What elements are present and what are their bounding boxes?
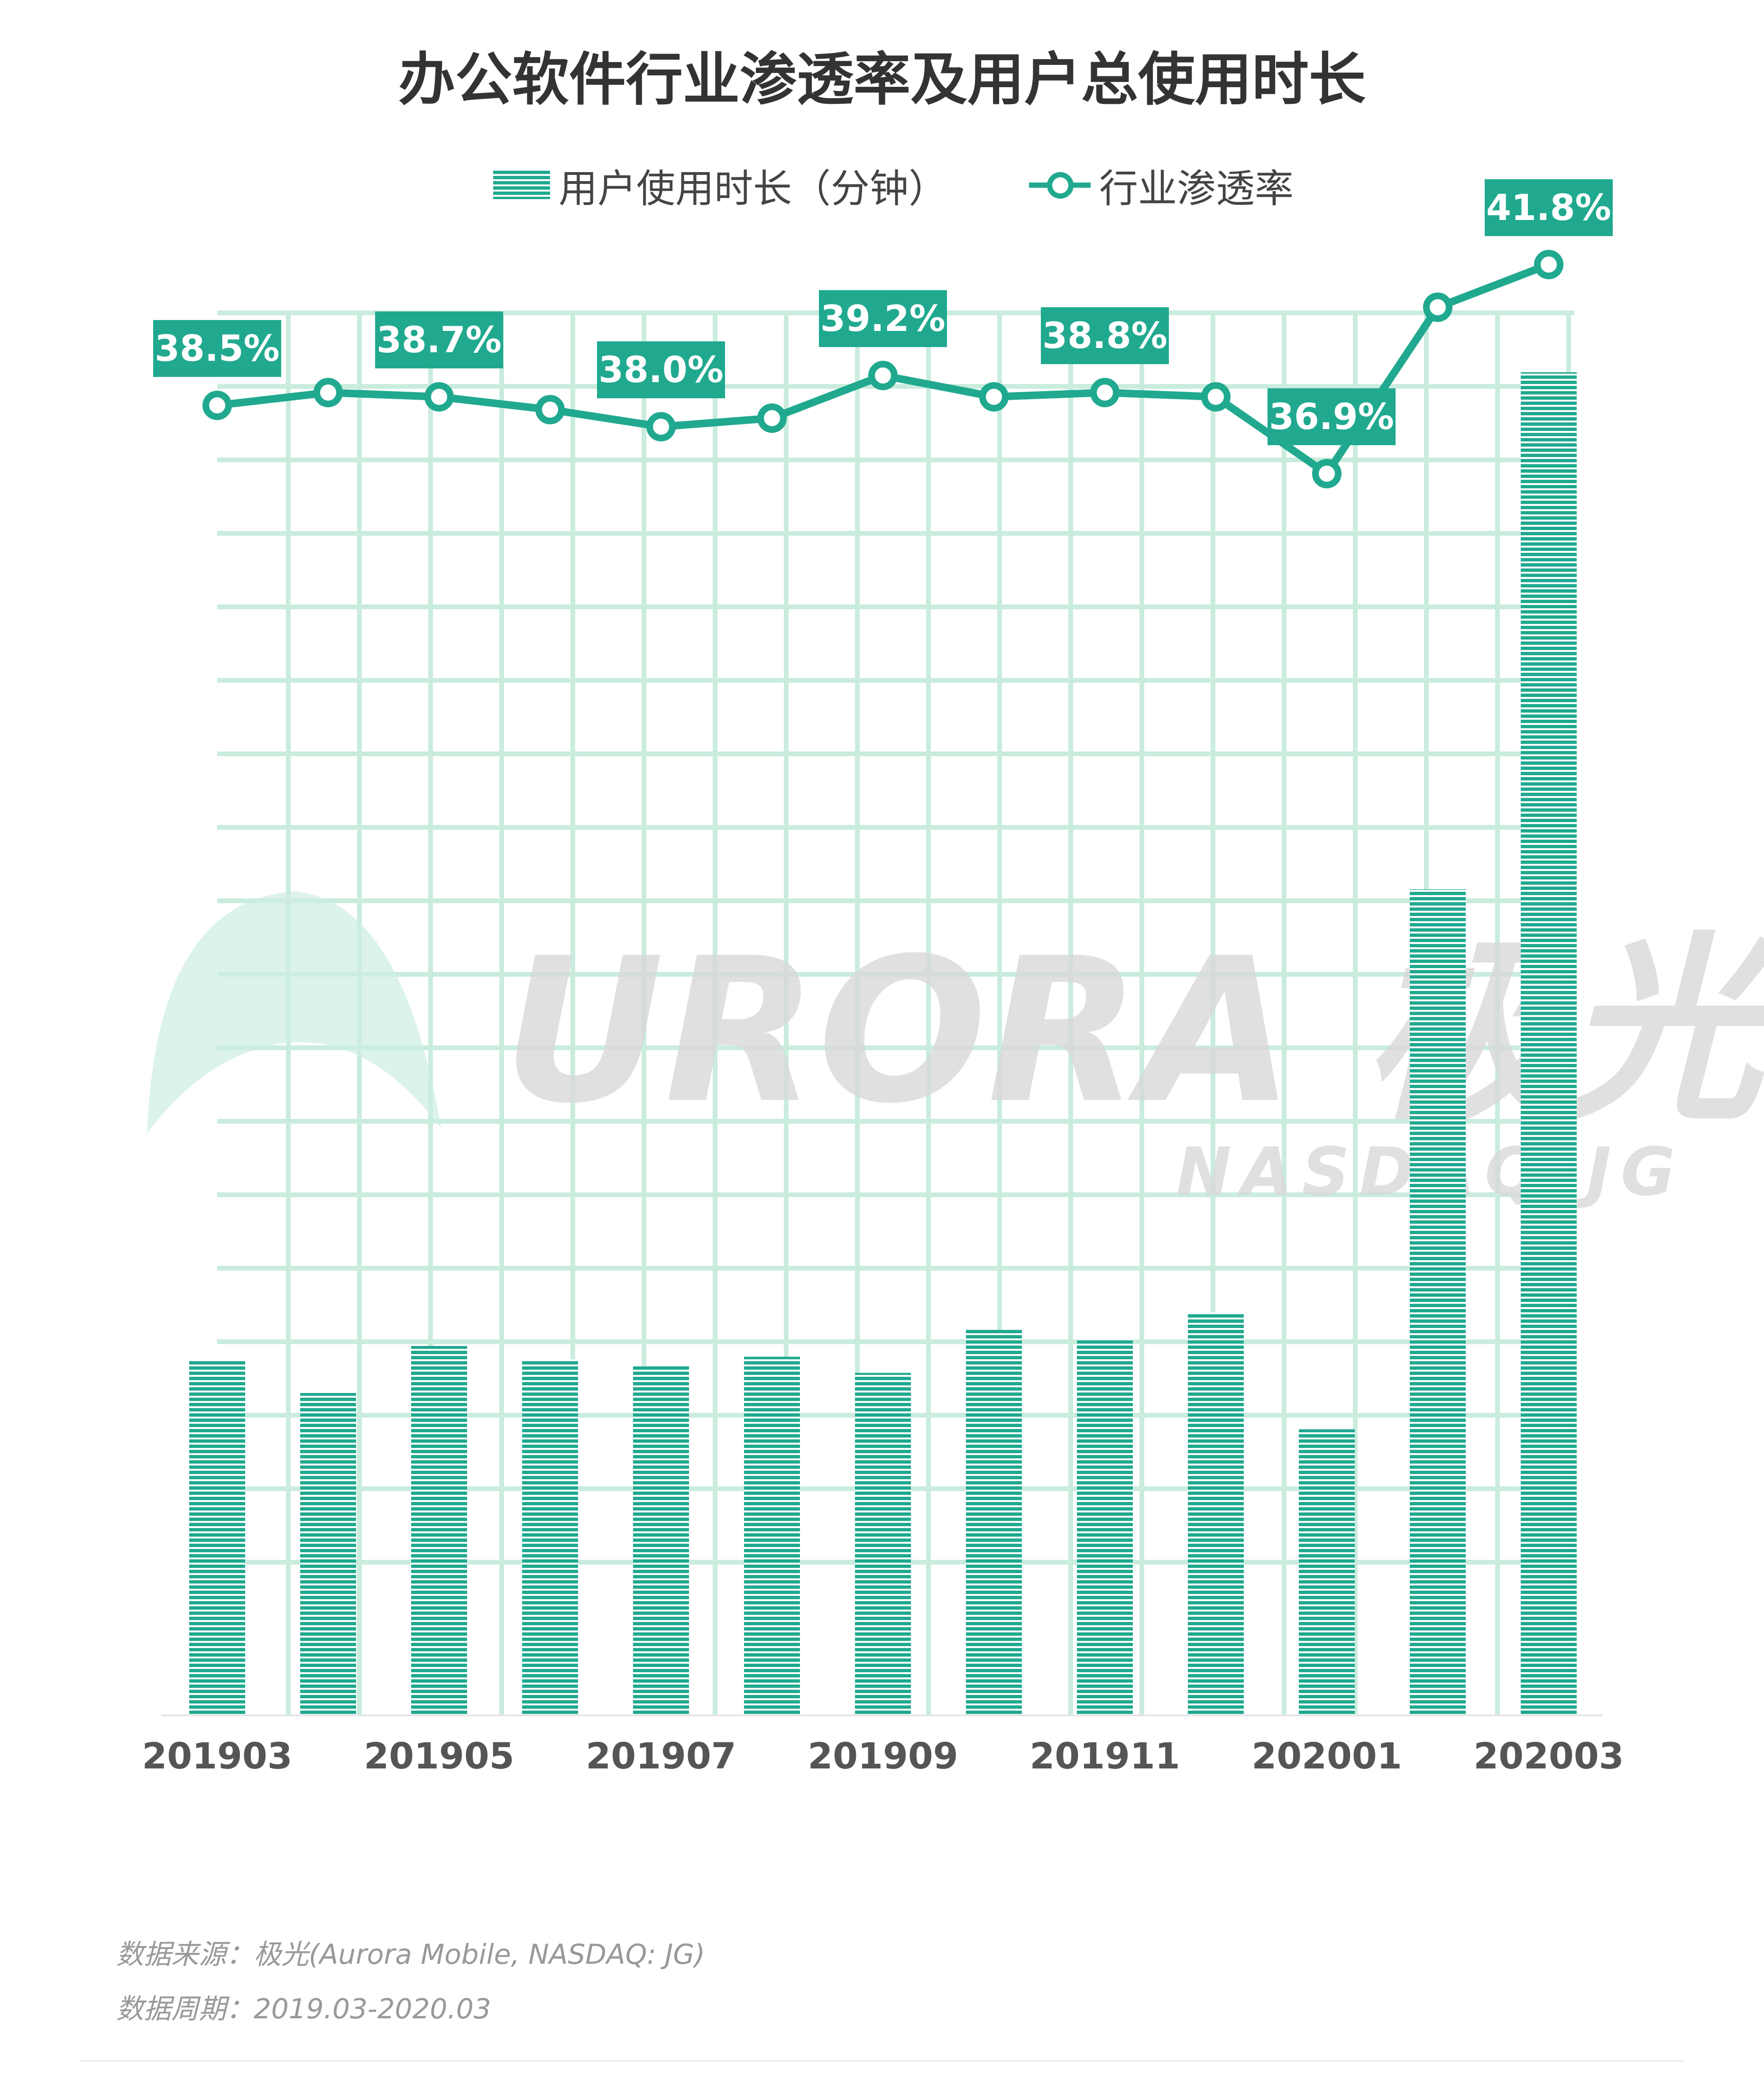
bar-202003 bbox=[1521, 372, 1577, 1715]
data-label-202001: 36.9% bbox=[1268, 388, 1396, 445]
bar-201908 bbox=[744, 1356, 800, 1715]
bar-201909 bbox=[855, 1373, 911, 1715]
data-label-201903: 38.5% bbox=[153, 320, 281, 377]
x-tick-201909: 201909 bbox=[808, 1735, 958, 1777]
x-tick-202003: 202003 bbox=[1473, 1735, 1624, 1777]
bar-201910 bbox=[966, 1329, 1022, 1715]
bar-201905 bbox=[411, 1346, 467, 1715]
line-point-201909 bbox=[868, 361, 898, 390]
x-axis-ticks: 201903 201905 201907 201909 201911 202001 2020… bbox=[142, 1735, 1624, 1777]
bar-201907 bbox=[633, 1366, 689, 1715]
data-label-text: 39.2% bbox=[820, 297, 946, 339]
line-point-202001 bbox=[1312, 459, 1341, 488]
line-point-202002 bbox=[1423, 293, 1452, 322]
legend: 用户使用时长（分钟） 行业渗透率 bbox=[0, 152, 1764, 218]
line-point-201904 bbox=[313, 378, 343, 407]
data-label-text: 38.7% bbox=[377, 319, 502, 361]
line-point-201903 bbox=[202, 391, 232, 420]
data-source-note: 数据来源：极光(Aurora Mobile, NASDAQ: JG) bbox=[116, 1938, 705, 1970]
line-point-201908 bbox=[757, 403, 787, 433]
bar-series bbox=[189, 372, 1577, 1715]
line-point-202003 bbox=[1534, 250, 1563, 279]
aurora-logo-icon bbox=[147, 891, 441, 1133]
bar-201903 bbox=[189, 1359, 245, 1715]
data-label-201911: 38.8% bbox=[1041, 307, 1169, 364]
chart-title: 办公软件行业渗透率及用户总使用时长 bbox=[398, 47, 1366, 113]
x-tick-201907: 201907 bbox=[586, 1735, 736, 1777]
line-point-201907 bbox=[646, 412, 676, 441]
line-point-201912 bbox=[1201, 382, 1231, 412]
x-tick-201911: 201911 bbox=[1029, 1735, 1180, 1777]
data-label-text: 38.0% bbox=[598, 348, 724, 391]
bar-202001 bbox=[1299, 1429, 1355, 1715]
data-label-202003: 41.8% bbox=[1485, 179, 1613, 236]
bar-201911 bbox=[1077, 1339, 1133, 1715]
x-tick-202001: 202001 bbox=[1251, 1735, 1402, 1777]
legend-line-swatch bbox=[1029, 171, 1091, 199]
x-tick-201905: 201905 bbox=[364, 1735, 514, 1777]
grid bbox=[217, 311, 1574, 1715]
legend-bar-label: 用户使用时长（分钟） bbox=[559, 166, 948, 211]
data-label-201905: 38.7% bbox=[375, 311, 503, 368]
data-label-201907: 38.0% bbox=[597, 341, 725, 398]
line-point-201905 bbox=[424, 382, 454, 412]
bar-201906 bbox=[522, 1359, 578, 1715]
line-point-201906 bbox=[535, 395, 565, 424]
data-label-text: 36.9% bbox=[1269, 395, 1394, 438]
data-label-text: 38.8% bbox=[1042, 314, 1167, 357]
x-tick-201903: 201903 bbox=[142, 1735, 292, 1777]
data-label-text: 41.8% bbox=[1486, 186, 1611, 229]
legend-item-bar: 用户使用时长（分钟） bbox=[493, 152, 947, 218]
data-period-note: 数据周期：2019.03-2020.03 bbox=[116, 1993, 491, 2025]
bar-202002 bbox=[1410, 889, 1466, 1715]
legend-line-label: 行业渗透率 bbox=[1099, 166, 1294, 211]
footer-divider bbox=[81, 2060, 1683, 2062]
line-point-201910 bbox=[979, 382, 1009, 412]
line-point-201911 bbox=[1090, 378, 1120, 407]
data-label-201909: 39.2% bbox=[819, 290, 947, 347]
legend-bar-swatch bbox=[493, 171, 550, 199]
bar-201912 bbox=[1188, 1312, 1244, 1715]
line-series: 38.5% 38.7% 38.0% 39.2% 38.8% 36.9% 41.8% bbox=[153, 179, 1613, 488]
legend-item-line: 行业渗透率 bbox=[1029, 152, 1294, 218]
data-label-text: 38.5% bbox=[155, 327, 280, 369]
bar-201904 bbox=[300, 1393, 356, 1715]
